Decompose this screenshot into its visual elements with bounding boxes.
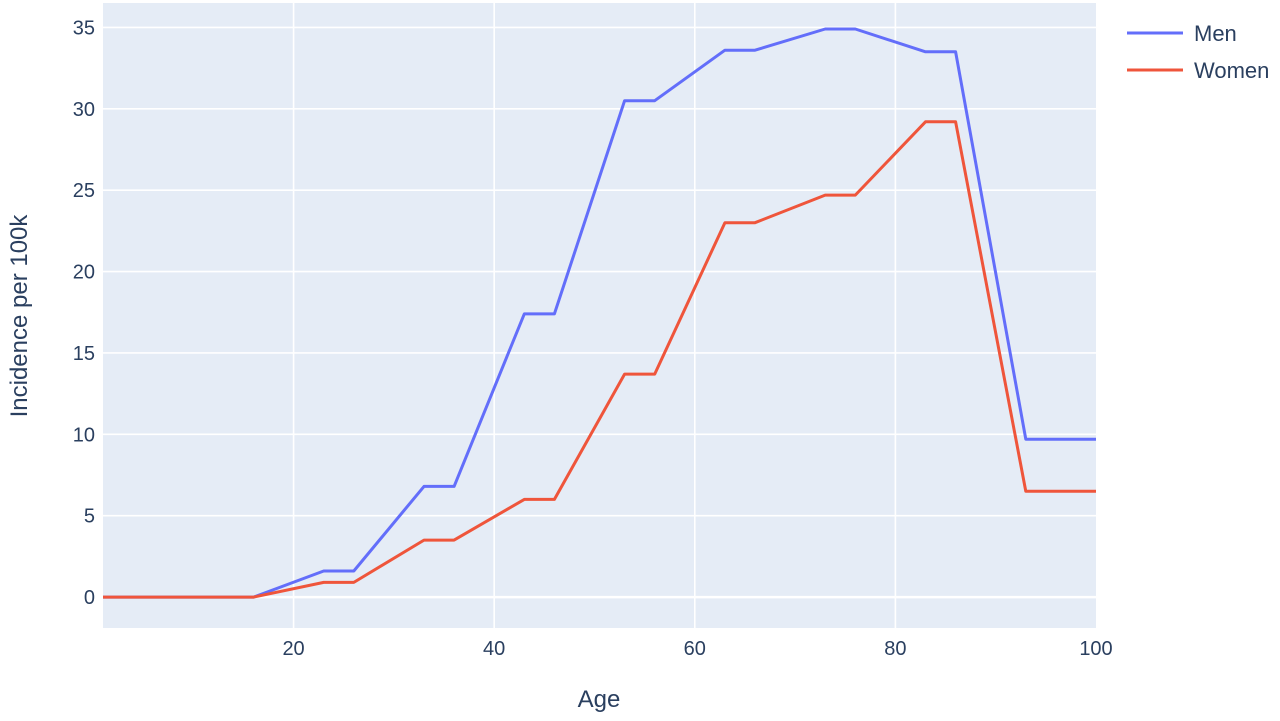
x-axis-title: Age bbox=[578, 686, 621, 713]
y-tick-label: 30 bbox=[73, 99, 95, 121]
plot-background bbox=[103, 3, 1096, 628]
y-tick-label: 0 bbox=[84, 587, 95, 609]
x-tick-label: 20 bbox=[282, 638, 304, 660]
y-tick-label: 15 bbox=[73, 343, 95, 365]
series-lines bbox=[103, 27, 1096, 599]
x-axis-ticks: 20 40 60 80 100 bbox=[282, 638, 1112, 660]
y-tick-label: 25 bbox=[73, 180, 95, 202]
grid-lines bbox=[103, 3, 1096, 628]
x-tick-label: 80 bbox=[884, 638, 906, 660]
y-axis-title: Incidence per 100k bbox=[6, 214, 33, 418]
legend[interactable]: Men Women bbox=[1127, 21, 1269, 83]
y-tick-label: 10 bbox=[73, 424, 95, 446]
legend-label: Women bbox=[1194, 58, 1269, 83]
y-tick-label: 20 bbox=[73, 262, 95, 284]
legend-label: Men bbox=[1194, 21, 1237, 46]
x-tick-label: 100 bbox=[1079, 638, 1112, 660]
x-tick-label: 40 bbox=[483, 638, 505, 660]
legend-item-women[interactable]: Women bbox=[1127, 58, 1269, 83]
y-tick-label: 5 bbox=[84, 506, 95, 528]
y-tick-label: 35 bbox=[73, 17, 95, 39]
x-tick-label: 60 bbox=[684, 638, 706, 660]
series-line-men bbox=[103, 27, 1096, 599]
legend-item-men[interactable]: Men bbox=[1127, 21, 1237, 46]
y-axis-ticks: 0 5 10 15 20 25 30 35 bbox=[73, 17, 95, 609]
series-line-women bbox=[103, 120, 1096, 599]
